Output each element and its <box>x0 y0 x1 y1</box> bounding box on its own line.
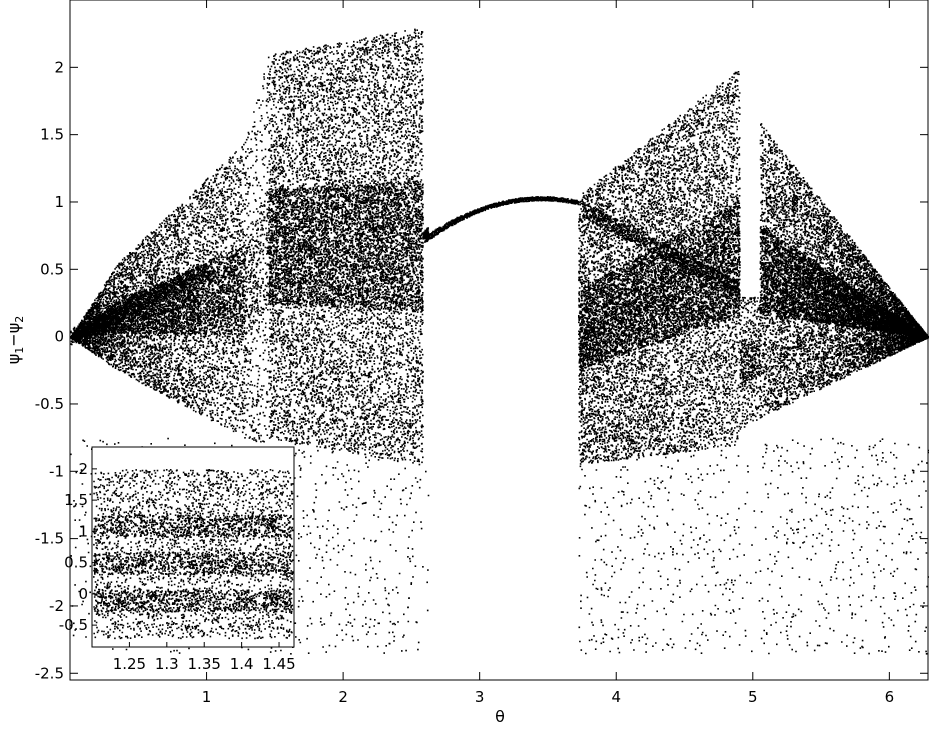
y-label-psi-1: ψ <box>4 354 23 365</box>
scatter-region-7 <box>759 123 929 655</box>
inset-y-tick-label: 1.5 <box>64 491 88 509</box>
y-label-sub-2: 2 <box>13 316 26 323</box>
inset-x-tick-label: 1.35 <box>188 655 221 673</box>
x-tick-label: 6 <box>885 688 895 706</box>
x-tick-label: 4 <box>611 688 621 706</box>
y-label-sub-1: 1 <box>13 347 26 354</box>
y-tick-label: 0 <box>54 328 64 346</box>
inset-x-tick-label: 1.4 <box>230 655 254 673</box>
inset-y-tick-label: 2 <box>78 460 88 478</box>
main-scatter-points <box>70 28 929 655</box>
x-tick-label: 1 <box>202 688 212 706</box>
inset-y-tick-label: 0.5 <box>64 554 88 572</box>
x-tick-label: 2 <box>338 688 348 706</box>
scatter-region-3 <box>268 28 424 655</box>
y-tick-label: -0.5 <box>35 395 64 413</box>
y-axis-label: ψ1−ψ2 <box>4 316 26 365</box>
scatter-region-5 <box>578 71 741 655</box>
inset-x-tick-label: 1.3 <box>155 655 179 673</box>
y-tick-label: -1.5 <box>35 530 64 548</box>
y-tick-label: -1 <box>49 462 64 480</box>
y-tick-label: -2.5 <box>35 664 64 682</box>
scatter-region-2 <box>244 56 270 651</box>
x-axis-label: θ <box>495 707 505 726</box>
inset-scatter-points <box>93 469 294 640</box>
y-tick-label: 1.5 <box>40 126 64 144</box>
y-tick-label: 0.5 <box>40 260 64 278</box>
main-y-axis: -2.5 -2 -1.5 -1 -0.5 0 0.5 1 1.5 2 <box>35 58 928 682</box>
x-tick-label: 3 <box>475 688 485 706</box>
y-tick-label: -2 <box>49 597 64 615</box>
y-tick-label: 2 <box>54 58 64 76</box>
scatter-curve-2 <box>582 201 741 299</box>
y-label-minus: − <box>4 333 23 346</box>
scatter-curve-1 <box>70 264 208 346</box>
inset-y-tick-label: 0 <box>78 585 88 603</box>
inset-x-tick-label: 1.45 <box>262 655 295 673</box>
inset-y-tick-label: -0.5 <box>59 616 88 634</box>
inset-x-tick-label: 1.25 <box>113 655 146 673</box>
main-x-axis: 1 2 3 4 5 6 <box>202 0 894 706</box>
scatter-region-6 <box>739 296 762 653</box>
inset-x-axis: 1.25 1.3 1.35 1.4 1.45 <box>113 642 296 673</box>
inset-scatter-cloud <box>93 469 294 640</box>
y-label-psi-2: ψ <box>4 323 23 334</box>
y-tick-label: 1 <box>54 193 64 211</box>
inset-y-axis: -0.5 0 0.5 1 1.5 2 <box>59 460 97 634</box>
inset-y-tick-label: 1 <box>78 522 88 540</box>
scatter-curve-0 <box>425 196 580 242</box>
x-tick-label: 5 <box>748 688 758 706</box>
scatter-region-1 <box>117 141 247 654</box>
scatter-region-0 <box>70 264 120 650</box>
